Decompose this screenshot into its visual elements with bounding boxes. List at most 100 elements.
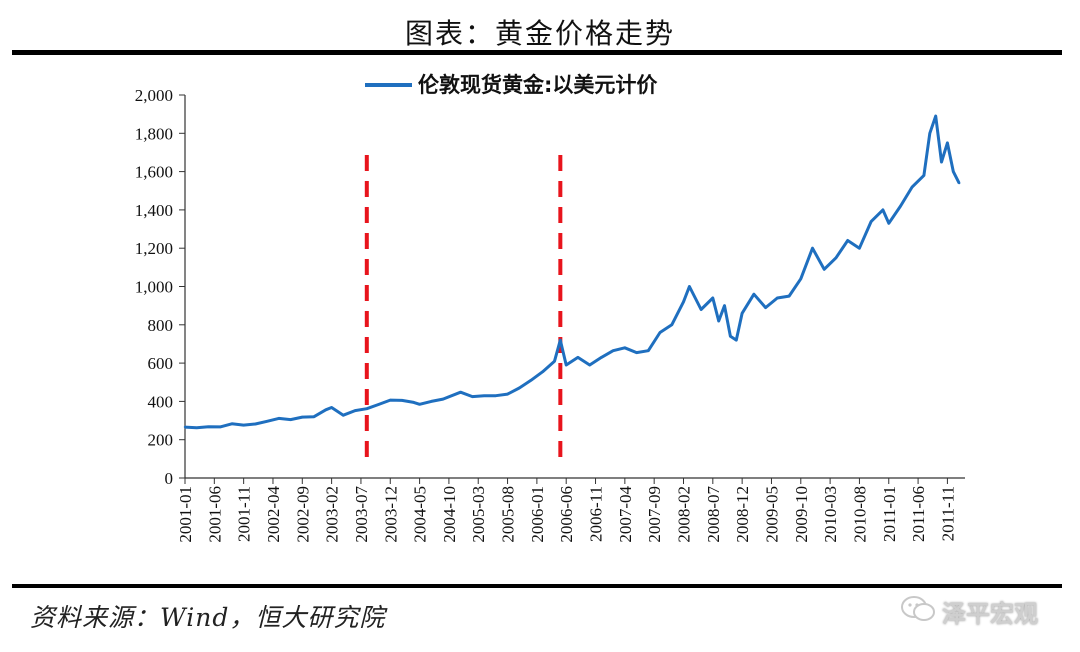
series-line [184, 114, 961, 430]
x-tick-label: 2011-01 [880, 486, 899, 542]
data-point [922, 174, 926, 177]
data-point [911, 185, 914, 189]
data-point [576, 356, 580, 359]
x-tick-label: 2003-12 [381, 486, 400, 543]
data-point [482, 394, 486, 398]
x-tick-label: 2007-04 [616, 486, 635, 543]
legend: 伦敦现货黄金:以美元计价 [365, 73, 658, 97]
data-point [699, 308, 703, 311]
data-point [277, 417, 281, 420]
data-point [324, 408, 327, 412]
x-tick-label: 2011-11 [938, 486, 957, 541]
y-tick-label: 1,000 [135, 278, 173, 297]
x-tick-label: 2007-09 [645, 486, 664, 543]
data-point [846, 239, 849, 242]
data-point [735, 338, 738, 342]
data-point [670, 323, 673, 326]
data-point [940, 160, 943, 164]
data-point [729, 335, 732, 338]
data-point [934, 114, 937, 118]
data-point [459, 391, 462, 394]
data-point [776, 296, 779, 300]
y-tick-label: 400 [148, 392, 174, 411]
reference-lines [364, 155, 563, 460]
data-point [711, 296, 715, 300]
x-tick-label: 2006-01 [528, 486, 547, 543]
data-point [365, 407, 369, 410]
data-point [353, 409, 357, 412]
source-note: 资料来源：Wind，恒大研究院 [30, 603, 386, 632]
data-point [430, 400, 433, 403]
data-point [799, 277, 802, 281]
data-point [752, 292, 756, 296]
data-point [823, 268, 826, 271]
x-tick-label: 2004-10 [440, 486, 459, 543]
data-point [541, 370, 544, 373]
data-point [242, 423, 245, 427]
x-tick-label: 2003-02 [323, 486, 342, 543]
data-point [682, 300, 685, 304]
data-point [658, 331, 662, 334]
data-point [342, 413, 345, 417]
x-tick-label: 2004-05 [411, 486, 430, 543]
data-point [834, 256, 838, 259]
data-point [377, 403, 380, 406]
x-tick-label: 2010-03 [821, 486, 840, 543]
x-tick-label: 2006-11 [587, 486, 606, 542]
x-tick-label: 2011-06 [909, 486, 928, 542]
data-point [265, 420, 269, 423]
data-point [330, 406, 333, 409]
series-group [183, 114, 961, 430]
data-point [740, 312, 744, 315]
data-point [441, 397, 445, 401]
data-point [899, 204, 902, 208]
data-point [218, 425, 222, 429]
data-point [506, 392, 509, 396]
watermark-text: 泽平宏观 [942, 600, 1038, 628]
data-point [207, 425, 210, 428]
chart-title: 图表：黄金价格走势 [404, 17, 675, 50]
x-tick-label: 2001-11 [235, 486, 254, 542]
top-rule [12, 50, 1062, 55]
data-point [553, 359, 556, 363]
data-point [254, 422, 257, 426]
y-tick-label: 1,600 [135, 163, 173, 182]
data-point [887, 222, 890, 225]
y-tick-label: 1,400 [135, 201, 173, 220]
y-tick-label: 800 [148, 316, 174, 335]
data-point [811, 247, 814, 250]
x-tick-label: 2005-03 [469, 486, 488, 543]
data-point [869, 220, 873, 223]
data-point [559, 338, 562, 342]
data-point [952, 170, 955, 173]
data-point [723, 304, 726, 307]
data-point [647, 349, 650, 352]
data-point [623, 346, 627, 349]
data-point [183, 425, 187, 429]
data-point [529, 379, 533, 382]
wechat-icon [901, 596, 935, 621]
data-point [635, 351, 638, 354]
x-tick-label: 2005-08 [499, 486, 518, 543]
data-point [600, 356, 603, 359]
x-tick-label: 2002-04 [264, 486, 283, 543]
x-tick-label: 2010-08 [850, 486, 869, 543]
legend-label: 伦敦现货黄金:以美元计价 [418, 73, 658, 97]
data-point [494, 394, 498, 397]
data-point [289, 418, 292, 421]
x-tick-label: 2006-06 [557, 486, 576, 543]
data-point [471, 395, 474, 398]
x-tick-label: 2008-12 [733, 486, 752, 543]
data-point [764, 306, 767, 309]
x-tick-label: 2002-09 [293, 486, 312, 543]
y-tick-label: 1,200 [135, 239, 173, 258]
data-point [957, 181, 961, 185]
data-point [611, 349, 615, 352]
data-point [230, 422, 234, 426]
data-point [588, 363, 591, 367]
data-point [928, 132, 932, 135]
watermark: 泽平宏观 [900, 590, 1060, 630]
x-tick-label: 2008-07 [704, 486, 723, 543]
data-point [858, 247, 861, 250]
x-tick-label: 2009-05 [762, 486, 781, 543]
